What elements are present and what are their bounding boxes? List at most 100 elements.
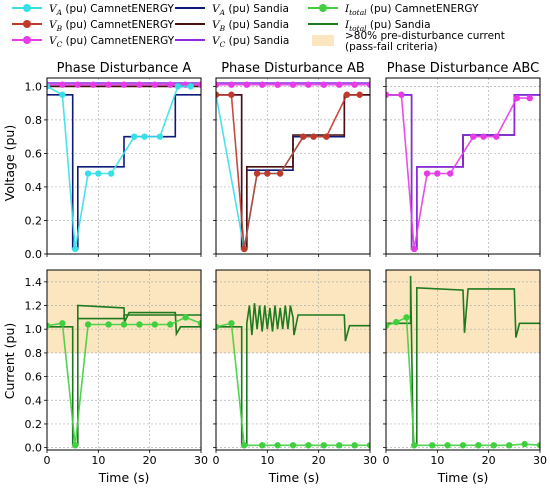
ytick-label: 0.4 [25, 181, 43, 194]
current-ylabel: Current (pu) [2, 323, 17, 400]
axes-frame [215, 269, 371, 451]
current-panel-3: 0 10 20 30 [383, 269, 547, 467]
point-i_camnet [351, 442, 358, 449]
point-vc_camnet [120, 81, 128, 88]
ytick-label: 1.0 [25, 80, 43, 93]
legend-label: >80% pre-disturbance current [345, 30, 505, 42]
ytick-label: 1.0 [25, 323, 43, 336]
point-vc_camnet [513, 94, 521, 102]
point-i_camnet [228, 320, 235, 327]
voltage-panel-2: Phase Disturbance AB [213, 61, 371, 257]
point-vc_camnet [423, 170, 431, 177]
ytick-label: 0.0 [25, 442, 43, 455]
panel-title: Phase Disturbance AB [221, 61, 365, 76]
ytick-label: 0.2 [25, 418, 43, 431]
line-i_sandia [216, 303, 370, 447]
legend-label: VB (pu) CamnetENERGY [49, 19, 175, 33]
point-vc_camnet [105, 81, 112, 88]
point-va_camnet [95, 170, 102, 177]
point-va_camnet [141, 133, 148, 140]
series-group [386, 275, 540, 449]
point-vc_camnet [366, 81, 370, 88]
panel-title: Phase Disturbance A [57, 61, 192, 76]
legend-swatch [312, 35, 334, 46]
point-va_camnet [72, 245, 79, 253]
point-vb_camnet [310, 133, 317, 140]
point-va_camnet [59, 91, 66, 98]
xlabel-ab: Time (s) [268, 470, 320, 485]
voltage-ylabel: Voltage (pu) [2, 125, 17, 201]
point-vc_camnet [386, 91, 390, 98]
point-vb_camnet [228, 91, 235, 98]
point-i_camnet [197, 320, 201, 327]
axes-frame [215, 77, 371, 255]
panel-title: Phase Disturbance ABC [387, 61, 539, 76]
voltage-panel-1: 0.0 0.2 0.4 0.6 0.8 1.0 Phase Disturbance A [25, 61, 202, 261]
xtick-label: 10 [91, 454, 105, 467]
point-vc_camnet [59, 81, 66, 88]
point-vc_camnet [243, 81, 250, 88]
xlabel-a: Time (s) [98, 470, 150, 485]
xtick-label: 20 [482, 454, 496, 467]
legend-entry-vc_camnet: VC (pu) CamnetENERGY [12, 35, 175, 49]
point-vb_camnet [323, 133, 330, 140]
point-i_camnet [411, 442, 418, 449]
legend-swatch-marker [23, 4, 31, 12]
axes-frame [46, 77, 202, 255]
point-i_camnet [136, 321, 143, 328]
legend-label: Itotal (pu) CamnetENERGY [344, 3, 479, 17]
point-vc_camnet [526, 94, 533, 102]
point-i_camnet [289, 442, 297, 449]
xtick-label: 0 [213, 454, 220, 467]
point-i_camnet [386, 322, 390, 329]
point-i_camnet [120, 321, 128, 328]
point-va_camnet [107, 170, 115, 177]
point-i_camnet [241, 442, 248, 449]
series-group [386, 91, 540, 253]
legend-swatch-marker [23, 20, 31, 28]
legend-entry-band: >80% pre-disturbance current(pass-fail c… [312, 30, 505, 53]
legend-entry-vb_camnet: VB (pu) CamnetENERGY [12, 19, 175, 33]
point-i_camnet [459, 442, 467, 449]
point-i_camnet [59, 320, 66, 327]
ytick-label: 0.0 [25, 248, 43, 261]
point-vc_camnet [480, 133, 487, 140]
point-vc_camnet [398, 91, 405, 98]
point-i_camnet [403, 314, 410, 321]
ytick-label: 1.4 [25, 276, 43, 289]
point-vc_camnet [336, 81, 343, 88]
point-va_camnet [156, 133, 164, 140]
ytick-label: 0.8 [25, 114, 43, 127]
point-vc_camnet [74, 81, 82, 88]
point-vc_camnet [228, 81, 235, 88]
xtick-label: 0 [44, 454, 51, 467]
point-vc_camnet [90, 81, 97, 88]
legend-entry-vb_sandia: VB (pu) Sandia [175, 19, 289, 33]
axes-frame [385, 77, 541, 255]
axes-frame [385, 269, 541, 451]
point-vb_camnet [216, 91, 220, 98]
point-i_camnet [444, 442, 451, 449]
point-i_camnet [366, 442, 370, 449]
point-vc_camnet [216, 81, 220, 88]
xtick-label: 10 [430, 454, 444, 467]
legend-label: VC (pu) CamnetENERGY [49, 35, 175, 49]
legend-entry-i_camnet: Itotal (pu) CamnetENERGY [308, 3, 479, 17]
xtick-label: 30 [533, 454, 547, 467]
series-group [47, 304, 201, 449]
point-i_camnet [72, 442, 79, 449]
voltage-panel-3: Phase Disturbance ABC [383, 61, 541, 257]
legend-label: VB (pu) Sandia [212, 19, 289, 33]
point-i_camnet [506, 442, 513, 449]
ytick-label: 1.2 [25, 300, 43, 313]
point-vb_camnet [343, 91, 351, 98]
legend-entry-vc_sandia: VC (pu) Sandia [175, 35, 289, 49]
point-va_camnet [131, 133, 138, 140]
point-vc_camnet [470, 133, 477, 140]
xtick-label: 30 [194, 454, 208, 467]
point-i_camnet [182, 314, 189, 321]
point-va_camnet [84, 170, 92, 177]
pass-fail-band [216, 270, 370, 353]
line-vb_sandia [216, 94, 370, 250]
point-i_camnet [105, 321, 112, 328]
